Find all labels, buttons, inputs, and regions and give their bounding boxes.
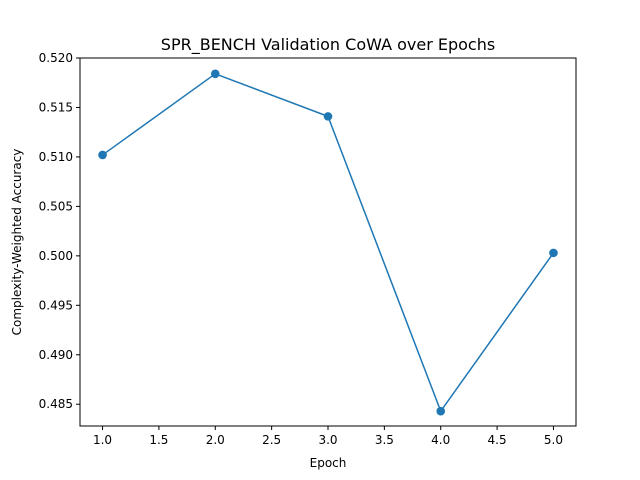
y-tick-label: 0.520 xyxy=(39,51,73,65)
x-axis-label: Epoch xyxy=(310,456,347,470)
x-tick-label: 3.5 xyxy=(375,433,394,447)
plot-area xyxy=(98,69,558,416)
y-axis: 0.485 0.490 0.495 0.500 0.505 0.510 0.515 0.520 xyxy=(39,51,80,411)
chart-title: SPR_BENCH Validation CoWA over Epochs xyxy=(161,35,495,55)
data-point xyxy=(549,248,558,258)
x-tick-label: 5.0 xyxy=(544,433,563,447)
data-point xyxy=(436,406,446,416)
y-axis-label: Complexity-Weighted Accuracy xyxy=(10,149,24,336)
x-tick-label: 2.0 xyxy=(206,433,225,447)
x-tick-label: 1.0 xyxy=(93,433,112,447)
data-point xyxy=(323,112,333,121)
x-tick-label: 2.5 xyxy=(262,433,281,447)
y-tick-label: 0.485 xyxy=(39,397,73,411)
data-point xyxy=(98,150,107,160)
x-axis: 1.0 1.5 2.0 2.5 3.0 3.5 4.0 4.5 5.0 xyxy=(93,426,563,447)
y-tick-label: 0.510 xyxy=(39,150,73,164)
x-tick-label: 4.0 xyxy=(431,433,450,447)
y-tick-label: 0.495 xyxy=(39,298,73,312)
x-tick-label: 3.0 xyxy=(318,433,337,447)
y-tick-label: 0.505 xyxy=(39,199,73,213)
y-tick-label: 0.515 xyxy=(39,100,73,114)
y-tick-label: 0.490 xyxy=(39,348,73,362)
x-tick-label: 1.5 xyxy=(149,433,168,447)
x-tick-label: 4.5 xyxy=(488,433,507,447)
y-tick-label: 0.500 xyxy=(39,249,73,263)
data-point xyxy=(210,69,220,79)
